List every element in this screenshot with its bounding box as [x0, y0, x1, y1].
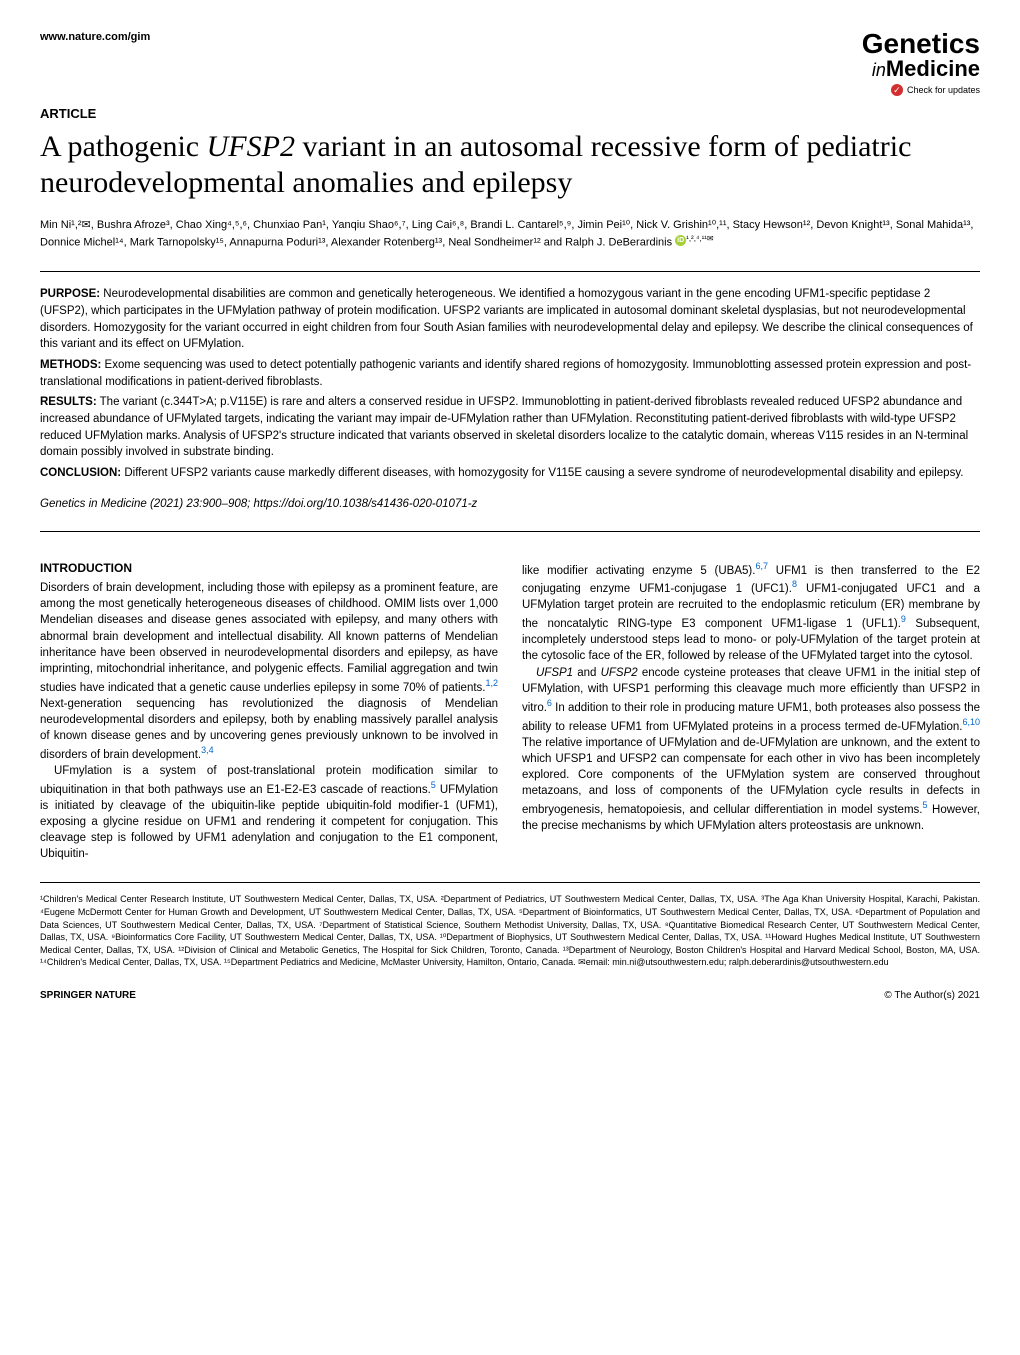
- methods-label: METHODS:: [40, 359, 101, 371]
- article-title: A pathogenic UFSP2 variant in an autosom…: [40, 129, 980, 201]
- intro-p2a: UFmylation is a system of post-translati…: [40, 765, 498, 796]
- intro-para-3: UFSP1 and UFSP2 encode cysteine protease…: [522, 665, 980, 834]
- abstract-methods: METHODS: Exome sequencing was used to de…: [40, 357, 980, 390]
- abstract-conclusion: CONCLUSION: Different UFSP2 variants cau…: [40, 465, 980, 482]
- conclusion-text: Different UFSP2 variants cause markedly …: [121, 467, 963, 479]
- page-header: www.nature.com/gim Genetics inMedicine ✓…: [40, 30, 980, 97]
- results-text: The variant (c.344T>A; p.V115E) is rare …: [40, 396, 968, 458]
- col2-p2c: The relative importance of UFMylation an…: [522, 737, 980, 816]
- purpose-label: PURPOSE:: [40, 288, 100, 300]
- ref-link[interactable]: 6,10: [962, 717, 980, 727]
- conclusion-label: CONCLUSION:: [40, 467, 121, 479]
- gene-ufsp2: UFSP2: [601, 667, 638, 679]
- check-updates-badge[interactable]: ✓ Check for updates: [862, 84, 980, 97]
- journal-branding: Genetics inMedicine ✓ Check for updates: [862, 30, 980, 97]
- orcid-icon[interactable]: [675, 235, 686, 246]
- intro-p1b: Next-generation sequencing has revolutio…: [40, 698, 498, 761]
- journal-name-line2: inMedicine: [862, 58, 980, 80]
- results-label: RESULTS:: [40, 396, 97, 408]
- body-columns: INTRODUCTION Disorders of brain developm…: [40, 560, 980, 863]
- check-updates-icon: ✓: [891, 84, 903, 96]
- title-pre: A pathogenic: [40, 130, 207, 163]
- page-footer: SPRINGER NATURE © The Author(s) 2021: [40, 989, 980, 1003]
- gene-ufsp1: UFSP1: [536, 667, 573, 679]
- abstract-results: RESULTS: The variant (c.344T>A; p.V115E)…: [40, 394, 980, 461]
- journal-med: Medicine: [886, 56, 980, 81]
- article-type-label: ARTICLE: [40, 105, 980, 123]
- ref-link[interactable]: 3,4: [201, 745, 214, 755]
- journal-name-line1: Genetics: [862, 30, 980, 58]
- abstract-box: PURPOSE: Neurodevelopmental disabilities…: [40, 271, 980, 531]
- intro-para-1: Disorders of brain development, includin…: [40, 580, 498, 763]
- introduction-heading: INTRODUCTION: [40, 560, 498, 577]
- methods-text: Exome sequencing was used to detect pote…: [40, 359, 971, 388]
- check-updates-label: Check for updates: [907, 84, 980, 97]
- intro-para-2-cont: like modifier activating enzyme 5 (UBA5)…: [522, 560, 980, 665]
- column-left: INTRODUCTION Disorders of brain developm…: [40, 560, 498, 863]
- affiliations: ¹Children's Medical Center Research Inst…: [40, 882, 980, 969]
- col2-p1a: like modifier activating enzyme 5 (UBA5)…: [522, 564, 755, 576]
- column-right: like modifier activating enzyme 5 (UBA5)…: [522, 560, 980, 863]
- last-author-sup: ¹,²,⁴,¹¹✉: [686, 234, 713, 243]
- title-gene: UFSP2: [207, 130, 295, 163]
- journal-in: in: [872, 60, 886, 80]
- copyright: © The Author(s) 2021: [884, 989, 980, 1003]
- publisher-name: SPRINGER NATURE: [40, 989, 136, 1003]
- ref-link[interactable]: 6,7: [755, 561, 768, 571]
- website-url[interactable]: www.nature.com/gim: [40, 30, 150, 45]
- authors-list: Min Ni¹,²✉, Bushra Afroze³, Chao Xing⁴,⁵…: [40, 217, 980, 252]
- purpose-text: Neurodevelopmental disabilities are comm…: [40, 288, 973, 350]
- citation: Genetics in Medicine (2021) 23:900–908; …: [40, 496, 980, 513]
- authors-text: Min Ni¹,²✉, Bushra Afroze³, Chao Xing⁴,⁵…: [40, 219, 973, 249]
- ref-link[interactable]: 1,2: [485, 678, 498, 688]
- intro-para-2: UFmylation is a system of post-translati…: [40, 763, 498, 862]
- abstract-purpose: PURPOSE: Neurodevelopmental disabilities…: [40, 286, 980, 353]
- intro-p1a: Disorders of brain development, includin…: [40, 582, 498, 693]
- journal-logo: Genetics inMedicine: [862, 30, 980, 80]
- col2-p2b: In addition to their role in producing m…: [522, 702, 980, 733]
